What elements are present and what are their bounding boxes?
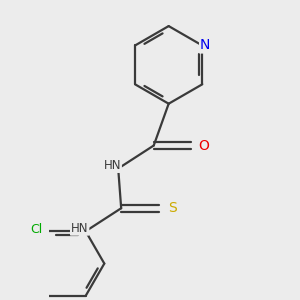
Text: HN: HN xyxy=(103,159,121,172)
Text: Cl: Cl xyxy=(30,223,43,236)
Text: HN: HN xyxy=(71,222,88,235)
Text: O: O xyxy=(198,139,209,152)
Text: S: S xyxy=(168,201,177,215)
Text: N: N xyxy=(200,38,211,52)
